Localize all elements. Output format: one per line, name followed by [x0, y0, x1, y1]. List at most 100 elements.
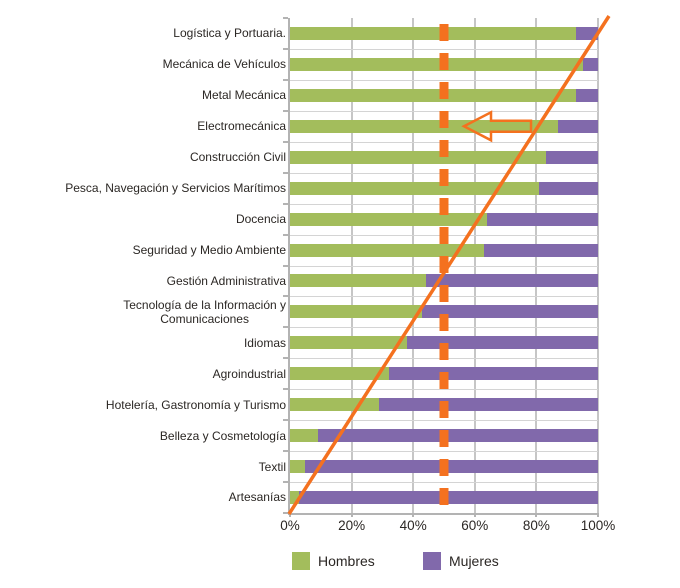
category-label: Artesanías	[6, 482, 286, 513]
bar-segment-hombres	[290, 181, 540, 195]
category-label-text: Agroindustrial	[212, 366, 286, 381]
y-axis-tick	[283, 140, 288, 143]
bar-segment-mujeres	[487, 212, 598, 226]
y-axis-tick	[283, 388, 288, 391]
x-axis-tick	[412, 513, 415, 517]
x-axis-line	[288, 513, 599, 515]
category-label-text: Belleza y Cosmetología	[159, 428, 286, 443]
category-label: Gestión Administrativa	[6, 266, 286, 297]
category-label-text: Mecánica de Vehículos	[162, 57, 286, 72]
bar-row	[290, 460, 598, 474]
category-label: Electromecánica	[6, 111, 286, 142]
bar-row	[290, 57, 598, 71]
bar-segment-mujeres	[582, 57, 598, 71]
bar-segment-mujeres	[422, 305, 598, 319]
bar-segment-mujeres	[539, 181, 598, 195]
category-label-text: Idiomas	[243, 335, 286, 350]
gridline-horizontal	[290, 204, 598, 205]
bar-segment-hombres	[290, 491, 300, 505]
x-axis-tick-label: 20%	[338, 518, 366, 533]
bar-row	[290, 429, 598, 443]
bar-segment-mujeres	[299, 491, 598, 505]
bar-row	[290, 212, 598, 226]
bar-row	[290, 119, 598, 133]
bar-segment-hombres	[290, 150, 546, 164]
gridline-horizontal	[290, 142, 598, 143]
gridline-horizontal	[290, 420, 598, 421]
category-label: Hotelería, Gastronomía y Turismo	[6, 389, 286, 420]
x-axis-tick-label: 0%	[280, 518, 300, 533]
gridline-horizontal	[290, 327, 598, 328]
y-axis-tick	[283, 264, 288, 267]
bar-segment-mujeres	[576, 88, 598, 102]
bar-segment-hombres	[290, 429, 318, 443]
legend-swatch-mujeres	[423, 552, 441, 570]
gridline-horizontal	[290, 173, 598, 174]
bar-segment-hombres	[290, 460, 306, 474]
bar-segment-mujeres	[425, 274, 598, 288]
category-label: Textil	[6, 451, 286, 482]
bar-segment-mujeres	[545, 150, 598, 164]
category-label-text: Hotelería, Gastronomía y Turismo	[105, 397, 286, 412]
bar-row	[290, 336, 598, 350]
plot-area	[290, 18, 599, 513]
bar-segment-hombres	[290, 212, 488, 226]
category-label: Construcción Civil	[6, 142, 286, 173]
category-label-text: Seguridad y Medio Ambiente	[132, 242, 286, 257]
category-label-text: Tecnología de la Información y Comunicac…	[123, 297, 286, 326]
category-label: Metal Mecánica	[6, 80, 286, 111]
bar-segment-hombres	[290, 398, 380, 412]
bar-row	[290, 88, 598, 102]
category-label: Tecnología de la Información y Comunicac…	[6, 296, 286, 327]
legend-label-hombres: Hombres	[318, 553, 375, 569]
gridline-horizontal	[290, 389, 598, 390]
bar-segment-mujeres	[317, 429, 598, 443]
bar-segment-hombres	[290, 57, 583, 71]
bar-row	[290, 274, 598, 288]
y-axis-tick	[283, 450, 288, 453]
category-label-text: Logística y Portuaria.	[173, 26, 286, 41]
bar-segment-mujeres	[388, 367, 598, 381]
x-axis-tick	[597, 513, 599, 517]
bar-segment-hombres	[290, 336, 408, 350]
category-label-text: Textil	[258, 459, 286, 474]
category-label: Seguridad y Medio Ambiente	[6, 235, 286, 266]
y-axis-tick	[283, 357, 288, 360]
bar-segment-hombres	[290, 119, 558, 133]
gridline-horizontal	[290, 266, 598, 267]
bar-row	[290, 181, 598, 195]
x-axis-tick	[350, 513, 353, 517]
bar-row	[290, 26, 598, 40]
bar-segment-mujeres	[379, 398, 598, 412]
bar-segment-hombres	[290, 305, 423, 319]
gridline-horizontal	[290, 451, 598, 452]
legend-swatch-hombres	[292, 552, 310, 570]
bar-row	[290, 398, 598, 412]
bar-segment-hombres	[290, 88, 577, 102]
y-axis-tick	[283, 78, 288, 81]
y-axis-tick	[283, 171, 288, 174]
y-axis-tick	[283, 233, 288, 236]
category-label: Docencia	[6, 204, 286, 235]
category-label-text: Pesca, Navegación y Servicios Marítimos	[65, 181, 286, 196]
bar-row	[290, 491, 598, 505]
bar-segment-hombres	[290, 243, 485, 257]
x-axis-tick	[473, 513, 476, 517]
x-axis-tick	[289, 513, 291, 517]
x-axis-tick	[535, 513, 538, 517]
x-axis-tick-label: 60%	[461, 518, 489, 533]
bar-segment-mujeres	[407, 336, 598, 350]
legend-label-mujeres: Mujeres	[449, 553, 499, 569]
legend-item-mujeres: Mujeres	[423, 552, 499, 570]
category-label: Belleza y Cosmetología	[6, 420, 286, 451]
category-label-text: Electromecánica	[197, 119, 286, 134]
bar-segment-mujeres	[576, 26, 598, 40]
category-label-text: Metal Mecánica	[201, 88, 286, 103]
bar-row	[290, 305, 598, 319]
gridline-horizontal	[290, 482, 598, 483]
category-label-text: Artesanías	[228, 490, 286, 505]
x-axis-tick-label: 80%	[522, 518, 550, 533]
category-label: Pesca, Navegación y Servicios Marítimos	[6, 173, 286, 204]
y-axis-tick	[283, 109, 288, 112]
